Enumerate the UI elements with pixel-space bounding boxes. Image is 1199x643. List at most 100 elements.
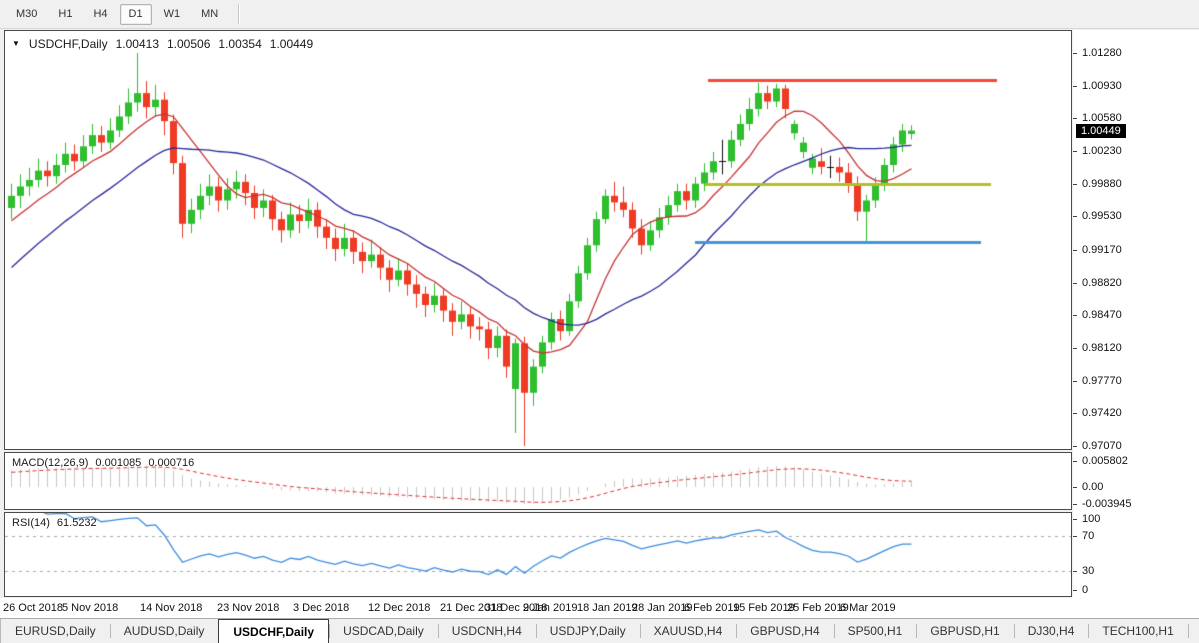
price-axis-label-tick (1073, 184, 1077, 185)
rsi-canvas[interactable] (5, 513, 1071, 596)
price-axis-label-tick (1073, 250, 1077, 251)
tab-xauusd-h4[interactable]: XAUUSD,H4 (639, 619, 737, 643)
price-axis-label: 1.01280 (1082, 47, 1122, 59)
tab-gbpusd-h1[interactable]: GBPUSD,H1 (916, 619, 1013, 643)
macd-canvas[interactable] (5, 453, 1071, 509)
price-axis-label: 1.00580 (1082, 112, 1122, 124)
main-chart-canvas[interactable] (5, 31, 1071, 449)
date-axis-label: 15 Feb 2019 (733, 602, 795, 614)
price-axis-label: 1.00930 (1082, 80, 1122, 92)
tab-usdcad-daily[interactable]: USDCAD,Daily (329, 619, 438, 643)
rsi-axis-label-tick (1073, 571, 1077, 572)
timeframe-button-h4[interactable]: H4 (93, 8, 108, 20)
price-axis-label: 0.98470 (1082, 309, 1122, 321)
rsi-axis-label: 100 (1082, 513, 1101, 525)
chart-high-value: 1.00506 (167, 37, 211, 51)
rsi-axis-label-tick (1073, 536, 1077, 537)
macd-signal-value: 0.000716 (148, 457, 195, 469)
rsi-axis-label: 30 (1082, 565, 1095, 577)
date-axis-label: 28 Jan 2019 (632, 602, 693, 614)
price-axis-label-tick (1073, 151, 1077, 152)
macd-axis-label: 0.005802 (1082, 455, 1128, 467)
chart-close-value: 1.00449 (269, 37, 314, 51)
date-axis-label: 23 Nov 2018 (217, 602, 280, 614)
tab-usdcnh-h4[interactable]: USDCNH,H4 (437, 619, 536, 643)
tab-gbpusd-h4[interactable]: GBPUSD,H4 (736, 619, 833, 643)
tab-usdchf-daily[interactable]: USDCHF,Daily (218, 619, 330, 643)
macd-axis-label: -0.003945 (1082, 498, 1132, 510)
price-axis-label-tick (1073, 118, 1077, 119)
timeframe-button-mn[interactable]: MN (201, 8, 219, 20)
date-axis-label: 5 Nov 2018 (62, 602, 119, 614)
chart-open-value: 1.00413 (115, 37, 159, 51)
rsi-axis-label-tick (1073, 590, 1077, 591)
macd-label: MACD(12,26,9) 0.001085 0.000716 (12, 457, 194, 469)
tab-ukoil[interactable]: UKOil, (1187, 619, 1199, 643)
price-axis-label-tick (1073, 381, 1077, 382)
price-axis-label-tick (1073, 348, 1077, 349)
tab-stub (0, 619, 1, 643)
toolbar-separator (238, 4, 240, 24)
rsi-axis-label-tick (1073, 519, 1077, 520)
price-axis-label-tick (1073, 446, 1077, 447)
date-axis-label: 31 Dec 2018 (485, 602, 548, 614)
date-axis-label: 6 Feb 2019 (684, 602, 740, 614)
rsi-axis-label: 0 (1082, 584, 1089, 596)
main-chart-panel: ▼ USDCHF,Daily 1.00413 1.00506 1.00354 1… (4, 30, 1072, 450)
price-axis-label: 0.98120 (1082, 342, 1122, 354)
price-axis-label: 0.98820 (1082, 277, 1122, 289)
macd-main-value: 0.001085 (95, 457, 142, 469)
price-axis-label: 0.97770 (1082, 375, 1122, 387)
date-axis-label: 21 Dec 2018 (440, 602, 503, 614)
tab-tech100-h1[interactable]: TECH100,H1 (1088, 619, 1187, 643)
rsi-axis-label: 70 (1082, 530, 1095, 542)
timeframe-button-d1[interactable]: D1 (119, 3, 152, 25)
macd-name: MACD(12,26,9) (12, 457, 89, 469)
chart-tab-bar: EURUSD,Daily AUDUSD,Daily USDCHF,Daily USDC… (0, 618, 1199, 643)
price-axis: 1.01280 1.00930 1.00580 1.00230 0.99880 0.995… (1073, 30, 1199, 598)
rsi-label: RSI(14) 61.5232 (12, 517, 97, 529)
date-axis-label: 25 Feb 2019 (787, 602, 849, 614)
price-axis-label: 0.99530 (1082, 210, 1122, 222)
macd-axis-label: 0.00 (1082, 481, 1104, 493)
current-price-tag: 1.00449 (1076, 124, 1126, 138)
tab-sp500-h1[interactable]: SP500,H1 (833, 619, 917, 643)
price-axis-label: 0.99170 (1082, 244, 1122, 256)
macd-indicator-panel: MACD(12,26,9) 0.001085 0.000716 (4, 452, 1072, 510)
macd-axis-label-tick (1073, 504, 1077, 505)
date-axis-label: 12 Dec 2018 (368, 602, 431, 614)
price-axis-label-tick (1073, 315, 1077, 316)
date-axis-label: 3 Dec 2018 (293, 602, 350, 614)
date-axis-label: 26 Oct 2018 (3, 602, 63, 614)
price-axis-label-tick (1073, 53, 1077, 54)
price-axis-label-tick (1073, 86, 1077, 87)
date-axis-label: 18 Jan 2019 (577, 602, 638, 614)
date-axis: 26 Oct 2018 5 Nov 2018 14 Nov 2018 23 Nov 2… (0, 598, 1199, 618)
date-axis-label: 14 Nov 2018 (140, 602, 203, 614)
timeframe-button-m30[interactable]: M30 (16, 8, 38, 20)
price-axis-label: 0.97070 (1082, 440, 1122, 452)
timeframe-toolbar: M30 H1 H4 D1 W1 MN (0, 0, 1199, 29)
chart-low-value: 1.00354 (218, 37, 262, 51)
rsi-indicator-panel: RSI(14) 61.5232 (4, 512, 1072, 597)
price-axis-label-tick (1073, 216, 1077, 217)
rsi-value: 61.5232 (56, 517, 97, 529)
tab-eurusd-daily[interactable]: EURUSD,Daily (15, 624, 96, 638)
date-axis-label: 6 Mar 2019 (840, 602, 896, 614)
price-axis-label: 1.00230 (1082, 145, 1122, 157)
tab-audusd-daily[interactable]: AUDUSD,Daily (109, 619, 219, 643)
timeframe-button-h1[interactable]: H1 (58, 8, 73, 20)
tab-usdjpy-daily[interactable]: USDJPY,Daily (535, 619, 640, 643)
macd-axis-label-tick (1073, 487, 1077, 488)
price-axis-label-tick (1073, 413, 1077, 414)
price-axis-label-tick (1073, 283, 1077, 284)
price-axis-label: 0.97420 (1082, 407, 1122, 419)
chart-dropdown-icon[interactable]: ▼ (12, 39, 20, 48)
chart-symbol: USDCHF,Daily (28, 37, 108, 51)
chart-title: ▼ USDCHF,Daily 1.00413 1.00506 1.00354 1… (12, 38, 313, 50)
tab-dj30-h4[interactable]: DJ30,H4 (1013, 619, 1089, 643)
date-axis-label: 9 Jan 2019 (523, 602, 578, 614)
macd-axis-label-tick (1073, 461, 1077, 462)
rsi-name: RSI(14) (12, 517, 50, 529)
timeframe-button-w1[interactable]: W1 (163, 8, 181, 20)
